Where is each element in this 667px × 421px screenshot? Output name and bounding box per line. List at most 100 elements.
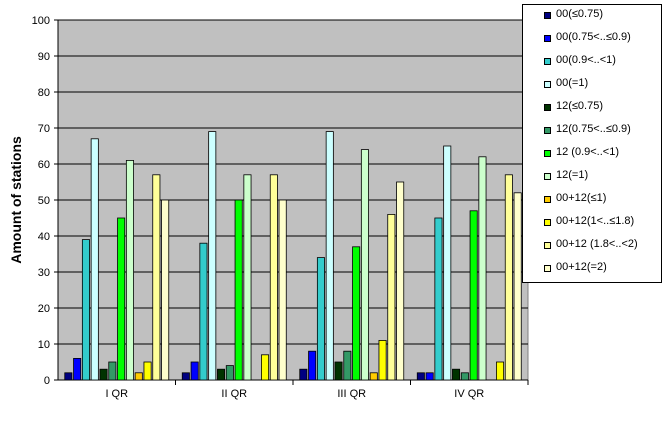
legend-label: 00(0.75<..≤0.9) — [556, 31, 631, 43]
y-tick-label: 90 — [38, 51, 50, 63]
legend-label: 12 (0.9<..<1) — [556, 146, 619, 158]
legend-item: 12(0.75<..≤0.9) — [523, 120, 661, 143]
bar — [496, 361, 505, 381]
y-tick-label: 80 — [38, 87, 50, 99]
bar — [125, 159, 134, 381]
legend-swatch — [544, 35, 551, 42]
bar — [369, 372, 378, 381]
legend: 00(≤0.75) 00(0.75<..≤0.9) 00(0.9<..<1) 00(=… — [522, 4, 662, 283]
bar — [81, 239, 90, 381]
bar — [478, 156, 487, 381]
legend-swatch — [544, 12, 551, 19]
bar — [443, 145, 452, 381]
bar — [73, 357, 82, 381]
legend-swatch — [544, 265, 551, 272]
legend-swatch — [544, 127, 551, 134]
y-tick-label: 50 — [38, 195, 50, 207]
legend-label: 00+12(=2) — [556, 261, 607, 273]
legend-item: 00+12(1<..≤1.8) — [523, 212, 661, 235]
bar — [181, 372, 190, 381]
legend-item: 00(=1) — [523, 74, 661, 97]
x-tick-label: II QR — [221, 388, 247, 400]
bar — [325, 131, 334, 381]
y-tick-label: 0 — [44, 375, 50, 387]
bar — [504, 174, 513, 381]
x-tick-label: IV QR — [454, 388, 484, 400]
legend-item: 00+12(≤1) — [523, 189, 661, 212]
bar — [90, 138, 99, 381]
legend-item: 00+12(=2) — [523, 258, 661, 281]
bar — [343, 350, 352, 381]
x-tick-label: I QR — [105, 388, 128, 400]
legend-label: 00+12(≤1) — [556, 192, 607, 204]
legend-label: 00+12 (1.8<..<2) — [556, 238, 638, 250]
y-tick-label: 10 — [38, 339, 50, 351]
legend-swatch — [544, 173, 551, 180]
bar — [261, 354, 270, 381]
legend-swatch — [544, 58, 551, 65]
bar — [161, 199, 170, 381]
legend-item: 00(0.9<..<1) — [523, 51, 661, 74]
bar — [469, 210, 478, 381]
bar — [217, 368, 226, 381]
bar — [387, 213, 396, 381]
bar — [190, 361, 199, 381]
legend-swatch — [544, 150, 551, 157]
bar — [134, 372, 143, 381]
bar — [316, 257, 325, 381]
legend-swatch — [544, 196, 551, 203]
bar — [299, 368, 308, 381]
bar — [513, 192, 522, 381]
bar — [143, 361, 152, 381]
y-tick-label: 40 — [38, 231, 50, 243]
bar — [452, 368, 461, 381]
legend-label: 12(≤0.75) — [556, 100, 604, 112]
bar — [278, 199, 287, 381]
legend-item: 00(≤0.75) — [523, 5, 661, 28]
legend-label: 00(≤0.75) — [556, 8, 604, 20]
x-tick-label: III QR — [337, 388, 366, 400]
legend-label: 12(0.75<..≤0.9) — [556, 123, 631, 135]
bar — [269, 174, 278, 381]
legend-label: 00(=1) — [556, 77, 589, 89]
y-tick-label: 30 — [38, 267, 50, 279]
bar — [360, 149, 369, 381]
legend-label: 00(0.9<..<1) — [556, 54, 616, 66]
y-tick-label: 60 — [38, 159, 50, 171]
legend-swatch — [544, 81, 551, 88]
bar — [308, 350, 317, 381]
legend-item: 12 (0.9<..<1) — [523, 143, 661, 166]
bar — [234, 199, 243, 381]
y-tick-label: 100 — [32, 15, 50, 27]
y-tick-label: 20 — [38, 303, 50, 315]
bar — [64, 372, 73, 381]
legend-item: 00+12 (1.8<..<2) — [523, 235, 661, 258]
bar — [416, 372, 425, 381]
bar — [378, 339, 387, 381]
legend-swatch — [544, 242, 551, 249]
bar — [208, 131, 217, 381]
bar — [117, 217, 126, 381]
bar — [225, 365, 234, 381]
legend-swatch — [544, 219, 551, 226]
bar — [434, 217, 443, 381]
legend-label: 12(=1) — [556, 169, 589, 181]
bar — [334, 361, 343, 381]
bar — [396, 181, 405, 381]
bar — [108, 361, 117, 381]
legend-label: 00+12(1<..≤1.8) — [556, 215, 635, 227]
bar — [425, 372, 434, 381]
bar — [352, 246, 361, 381]
legend-swatch — [544, 104, 551, 111]
y-tick-label: 70 — [38, 123, 50, 135]
bar — [152, 174, 161, 381]
bar — [243, 174, 252, 381]
bar — [199, 242, 208, 381]
legend-item: 00(0.75<..≤0.9) — [523, 28, 661, 51]
legend-item: 12(=1) — [523, 166, 661, 189]
y-axis-title: Amount of stations — [8, 136, 24, 264]
bar — [460, 372, 469, 381]
bar — [99, 368, 108, 381]
